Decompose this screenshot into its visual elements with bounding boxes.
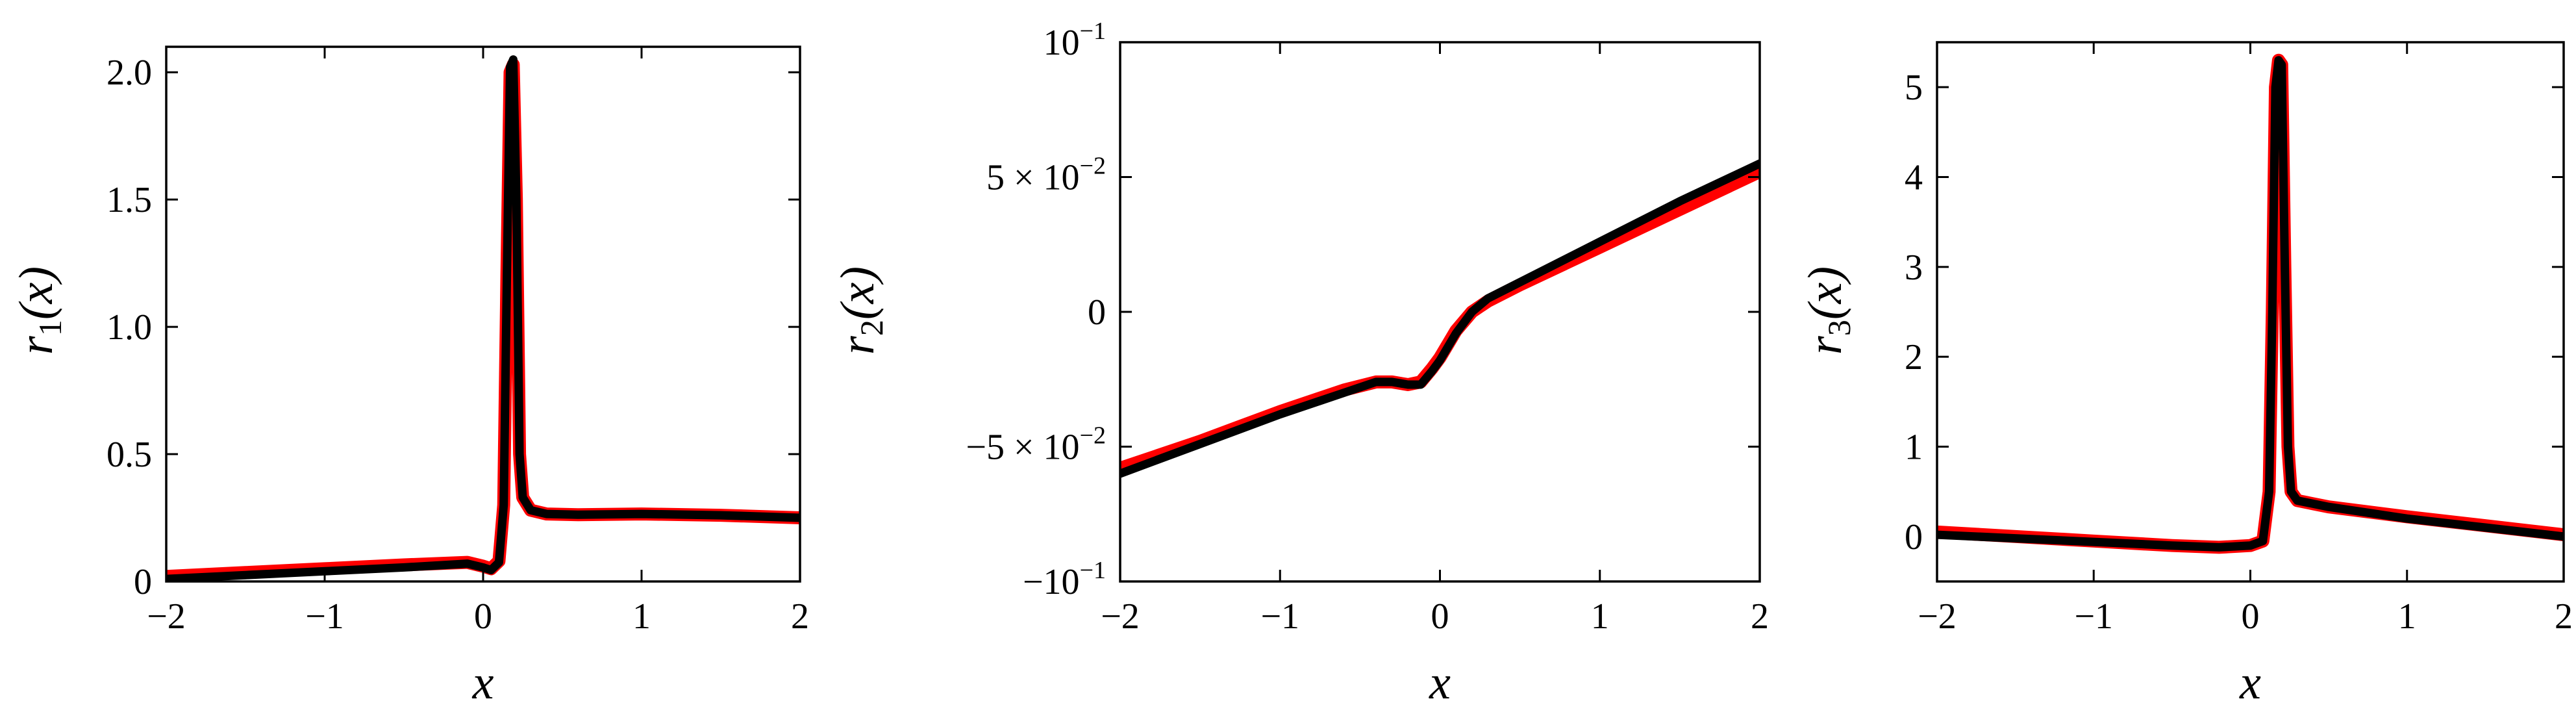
x-tick-label: −2 bbox=[1918, 596, 1957, 637]
series-group bbox=[1120, 159, 1760, 478]
x-tick-label: 0 bbox=[1431, 596, 1449, 637]
y-axis-label: r3(x) bbox=[1799, 266, 1857, 355]
x-tick-label: −1 bbox=[305, 596, 344, 637]
panel-r3: −2 −1 0 1 2 0 1 2 3 4 5 x r3(x) bbox=[1799, 41, 2573, 709]
series-line-red bbox=[166, 58, 800, 581]
y-tick-label: −5 × 10−2 bbox=[966, 422, 1106, 468]
series-line-red bbox=[1937, 53, 2564, 554]
x-tick-label: −1 bbox=[2074, 596, 2113, 637]
y-tick-label: −10−1 bbox=[1023, 557, 1106, 602]
y-tick-label: 1 bbox=[1905, 427, 1923, 468]
y-tick-label: 1.5 bbox=[106, 180, 152, 220]
panel-r1: −2 −1 0 1 2 0 0.5 1.0 1.5 2.0 x r1(x) bbox=[10, 45, 809, 709]
panel-r2: −2 −1 0 1 2 −10−1 −5 × 10−2 0 5 × 10−2 10−1 x r2(x) bbox=[831, 18, 1769, 709]
x-tick-label: −2 bbox=[1101, 596, 1140, 637]
axes-frame bbox=[1936, 41, 2565, 583]
y-tick-label: 0 bbox=[1088, 292, 1106, 333]
y-axis-label: r1(x) bbox=[10, 266, 68, 355]
series-line-red bbox=[1120, 165, 1760, 475]
axes-frame bbox=[165, 45, 801, 583]
y-tick-label: 2 bbox=[1905, 337, 1923, 377]
x-tick-label: 0 bbox=[2242, 596, 2260, 637]
x-tick-label: 0 bbox=[474, 596, 492, 637]
y-tick-label: 4 bbox=[1905, 158, 1923, 198]
y-tick-label: 3 bbox=[1905, 248, 1923, 288]
y-tick-label: 0 bbox=[1905, 517, 1923, 557]
y-axis-label: r2(x) bbox=[831, 266, 890, 355]
x-tick-label: 2 bbox=[2555, 596, 2573, 637]
y-tick-label: 10−1 bbox=[1044, 18, 1106, 63]
x-tick-label: 2 bbox=[1751, 596, 1769, 637]
y-tick-label: 5 bbox=[1905, 68, 1923, 108]
series-line-black bbox=[1937, 56, 2564, 552]
series-group bbox=[1937, 53, 2564, 554]
y-tick-label: 0 bbox=[134, 562, 152, 602]
y-tick-label: 5 × 10−2 bbox=[986, 153, 1106, 198]
series-line-black bbox=[1120, 159, 1760, 478]
x-axis-label: x bbox=[472, 656, 494, 709]
x-tick-label: −2 bbox=[147, 596, 186, 637]
x-tick-label: 1 bbox=[632, 596, 651, 637]
x-tick-label: 2 bbox=[791, 596, 809, 637]
series-group bbox=[166, 55, 800, 581]
y-tick-label: 2.0 bbox=[106, 53, 152, 93]
series-line-black bbox=[166, 55, 800, 581]
x-tick-label: −1 bbox=[1260, 596, 1299, 637]
x-tick-label: 1 bbox=[1591, 596, 1609, 637]
x-axis-label: x bbox=[1429, 656, 1451, 709]
x-tick-label: 1 bbox=[2398, 596, 2416, 637]
x-axis-label: x bbox=[2239, 656, 2261, 709]
y-tick-label: 0.5 bbox=[106, 435, 152, 475]
y-tick-label: 1.0 bbox=[106, 307, 152, 348]
axes-frame bbox=[1119, 41, 1761, 583]
